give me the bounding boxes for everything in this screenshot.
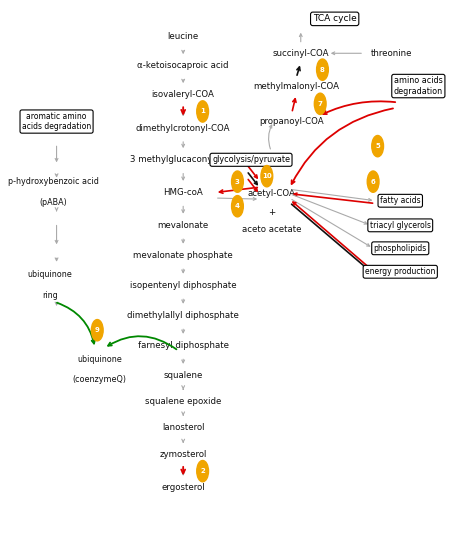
Text: HMG-coA: HMG-coA [164, 188, 203, 197]
Text: propanoyl-COA: propanoyl-COA [259, 117, 324, 126]
Text: triacyl glycerols: triacyl glycerols [370, 221, 431, 230]
Text: ergosterol: ergosterol [161, 483, 205, 492]
Text: lanosterol: lanosterol [162, 423, 204, 432]
Text: p-hydroxybenzoic acid: p-hydroxybenzoic acid [8, 177, 99, 186]
Ellipse shape [197, 101, 209, 122]
Ellipse shape [232, 195, 243, 217]
Text: threonine: threonine [371, 49, 412, 58]
Ellipse shape [317, 59, 328, 80]
Text: 2: 2 [200, 468, 205, 474]
Text: fatty acids: fatty acids [380, 196, 420, 205]
Text: acetyl-COA: acetyl-COA [247, 189, 295, 198]
Text: aceto acetate: aceto acetate [242, 225, 301, 234]
Text: (pABA): (pABA) [39, 198, 67, 207]
Text: (coenzymeQ): (coenzymeQ) [73, 376, 127, 384]
Ellipse shape [261, 166, 273, 187]
Text: ubiquinone: ubiquinone [77, 355, 122, 363]
Text: squalene epoxide: squalene epoxide [145, 397, 221, 406]
Ellipse shape [372, 136, 383, 157]
Text: 8: 8 [320, 66, 325, 72]
Ellipse shape [197, 461, 209, 482]
Text: ubiquinone: ubiquinone [27, 270, 72, 279]
Text: 5: 5 [375, 143, 380, 149]
Text: dimethylallyl diphosphate: dimethylallyl diphosphate [127, 311, 239, 320]
Text: +: + [268, 208, 275, 217]
Ellipse shape [367, 171, 379, 192]
Text: 3: 3 [235, 178, 240, 184]
Text: succinyl-COA: succinyl-COA [273, 49, 329, 58]
Text: 1: 1 [200, 109, 205, 114]
Text: 4: 4 [235, 203, 240, 209]
Text: glycolysis/pyruvate: glycolysis/pyruvate [212, 155, 290, 164]
Text: 10: 10 [262, 173, 272, 179]
Text: aromatic amino
acids degradation: aromatic amino acids degradation [22, 112, 91, 131]
Text: 3 methylglucaconyl-COA: 3 methylglucaconyl-COA [130, 155, 237, 164]
Text: α-ketoisocaproic acid: α-ketoisocaproic acid [137, 61, 229, 70]
Text: farnesyl diphosphate: farnesyl diphosphate [137, 341, 228, 350]
Text: 9: 9 [95, 327, 100, 333]
Ellipse shape [232, 171, 243, 192]
Text: isopentenyl diphosphate: isopentenyl diphosphate [130, 281, 237, 290]
Text: zymosterol: zymosterol [159, 450, 207, 460]
Text: 6: 6 [371, 178, 375, 184]
Text: energy production: energy production [365, 267, 436, 276]
Text: isovaleryl-COA: isovaleryl-COA [152, 90, 215, 99]
Ellipse shape [91, 320, 103, 341]
Text: dimethylcrotonyl-COA: dimethylcrotonyl-COA [136, 124, 230, 133]
Text: ring: ring [42, 291, 58, 300]
Text: mevalonate: mevalonate [157, 221, 209, 230]
Text: methylmalonyl-COA: methylmalonyl-COA [253, 82, 339, 91]
Text: phospholipids: phospholipids [374, 244, 427, 253]
Text: TCA cycle: TCA cycle [313, 14, 356, 24]
Ellipse shape [314, 93, 326, 114]
Text: squalene: squalene [164, 371, 203, 380]
Text: mevalonate phosphate: mevalonate phosphate [133, 251, 233, 260]
Text: amino acids
degradation: amino acids degradation [394, 76, 443, 96]
Text: 7: 7 [318, 101, 323, 107]
Text: leucine: leucine [167, 32, 199, 41]
